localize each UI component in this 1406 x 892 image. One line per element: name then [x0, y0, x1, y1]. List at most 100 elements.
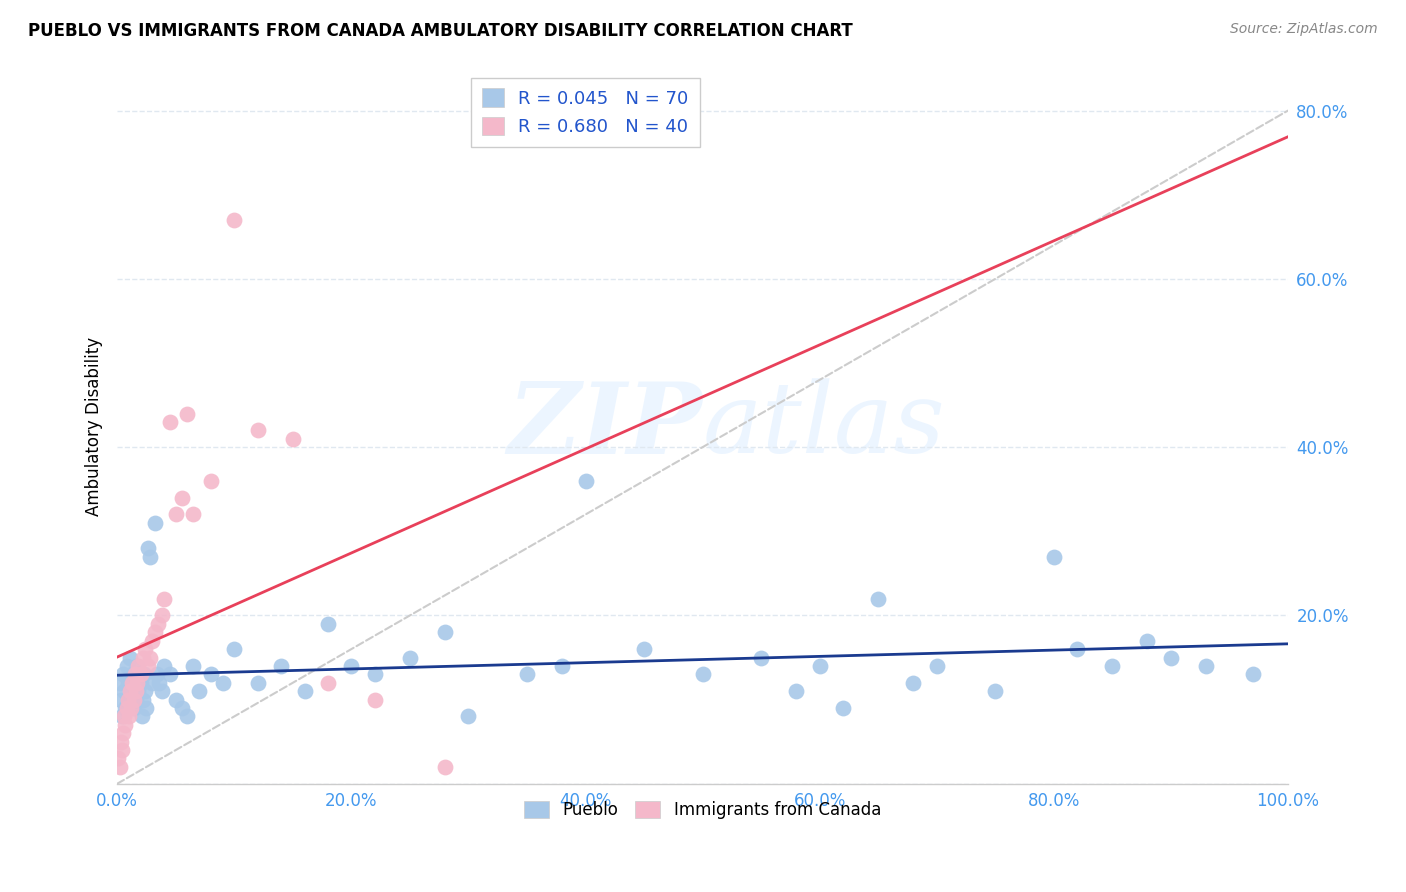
Point	[165, 508, 187, 522]
Point	[1160, 650, 1182, 665]
Point	[364, 667, 387, 681]
Point	[176, 407, 198, 421]
Point	[122, 692, 145, 706]
Point	[246, 675, 269, 690]
Point	[1195, 659, 1218, 673]
Point	[457, 709, 479, 723]
Point	[399, 650, 422, 665]
Point	[120, 650, 142, 665]
Point	[143, 625, 166, 640]
Point	[246, 423, 269, 437]
Point	[434, 760, 457, 774]
Point	[984, 684, 1007, 698]
Point	[125, 692, 148, 706]
Point	[134, 684, 156, 698]
Point	[132, 650, 155, 665]
Point	[108, 760, 131, 774]
Point	[364, 692, 387, 706]
Point	[294, 684, 316, 698]
Point	[124, 667, 146, 681]
Point	[224, 642, 246, 657]
Point	[118, 692, 141, 706]
Point	[153, 591, 176, 606]
Point	[128, 667, 150, 681]
Point	[1241, 667, 1264, 681]
Point	[903, 675, 925, 690]
Point	[136, 659, 159, 673]
Point	[111, 709, 134, 723]
Point	[141, 675, 163, 690]
Point	[111, 743, 134, 757]
Point	[112, 709, 135, 723]
Point	[136, 541, 159, 556]
Point	[110, 734, 132, 748]
Point	[200, 474, 222, 488]
Point	[1101, 659, 1123, 673]
Point	[159, 415, 181, 429]
Text: atlas: atlas	[703, 378, 945, 474]
Point	[118, 709, 141, 723]
Point	[132, 692, 155, 706]
Point	[108, 675, 131, 690]
Point	[135, 701, 157, 715]
Point	[1043, 549, 1066, 564]
Point	[281, 432, 304, 446]
Point	[117, 675, 139, 690]
Point	[170, 701, 193, 715]
Point	[139, 650, 162, 665]
Point	[551, 659, 574, 673]
Point	[124, 675, 146, 690]
Point	[127, 675, 149, 690]
Point	[692, 667, 714, 681]
Point	[114, 701, 136, 715]
Point	[516, 667, 538, 681]
Point	[125, 684, 148, 698]
Point	[176, 709, 198, 723]
Point	[832, 701, 855, 715]
Point	[148, 675, 170, 690]
Point	[1136, 633, 1159, 648]
Point	[143, 516, 166, 530]
Point	[120, 684, 142, 698]
Point	[785, 684, 807, 698]
Point	[270, 659, 292, 673]
Point	[120, 684, 142, 698]
Point	[115, 701, 138, 715]
Point	[122, 701, 145, 715]
Point	[181, 508, 204, 522]
Point	[129, 667, 152, 681]
Point	[146, 616, 169, 631]
Point	[200, 667, 222, 681]
Point	[808, 659, 831, 673]
Point	[150, 684, 173, 698]
Point	[170, 491, 193, 505]
Point	[129, 675, 152, 690]
Point	[340, 659, 363, 673]
Point	[153, 659, 176, 673]
Point	[1066, 642, 1088, 657]
Point	[112, 667, 135, 681]
Point	[150, 608, 173, 623]
Point	[134, 667, 156, 681]
Text: PUEBLO VS IMMIGRANTS FROM CANADA AMBULATORY DISABILITY CORRELATION CHART: PUEBLO VS IMMIGRANTS FROM CANADA AMBULAT…	[28, 22, 853, 40]
Point	[121, 675, 143, 690]
Point	[633, 642, 655, 657]
Point	[574, 474, 596, 488]
Point	[121, 667, 143, 681]
Point	[112, 684, 135, 698]
Point	[181, 659, 204, 673]
Point	[117, 692, 139, 706]
Point	[110, 692, 132, 706]
Point	[316, 616, 339, 631]
Point	[316, 675, 339, 690]
Point	[165, 692, 187, 706]
Point	[134, 642, 156, 657]
Point	[925, 659, 948, 673]
Point	[120, 701, 142, 715]
Point	[188, 684, 211, 698]
Point	[112, 726, 135, 740]
Point	[434, 625, 457, 640]
Point	[115, 659, 138, 673]
Legend: Pueblo, Immigrants from Canada: Pueblo, Immigrants from Canada	[517, 794, 887, 825]
Point	[749, 650, 772, 665]
